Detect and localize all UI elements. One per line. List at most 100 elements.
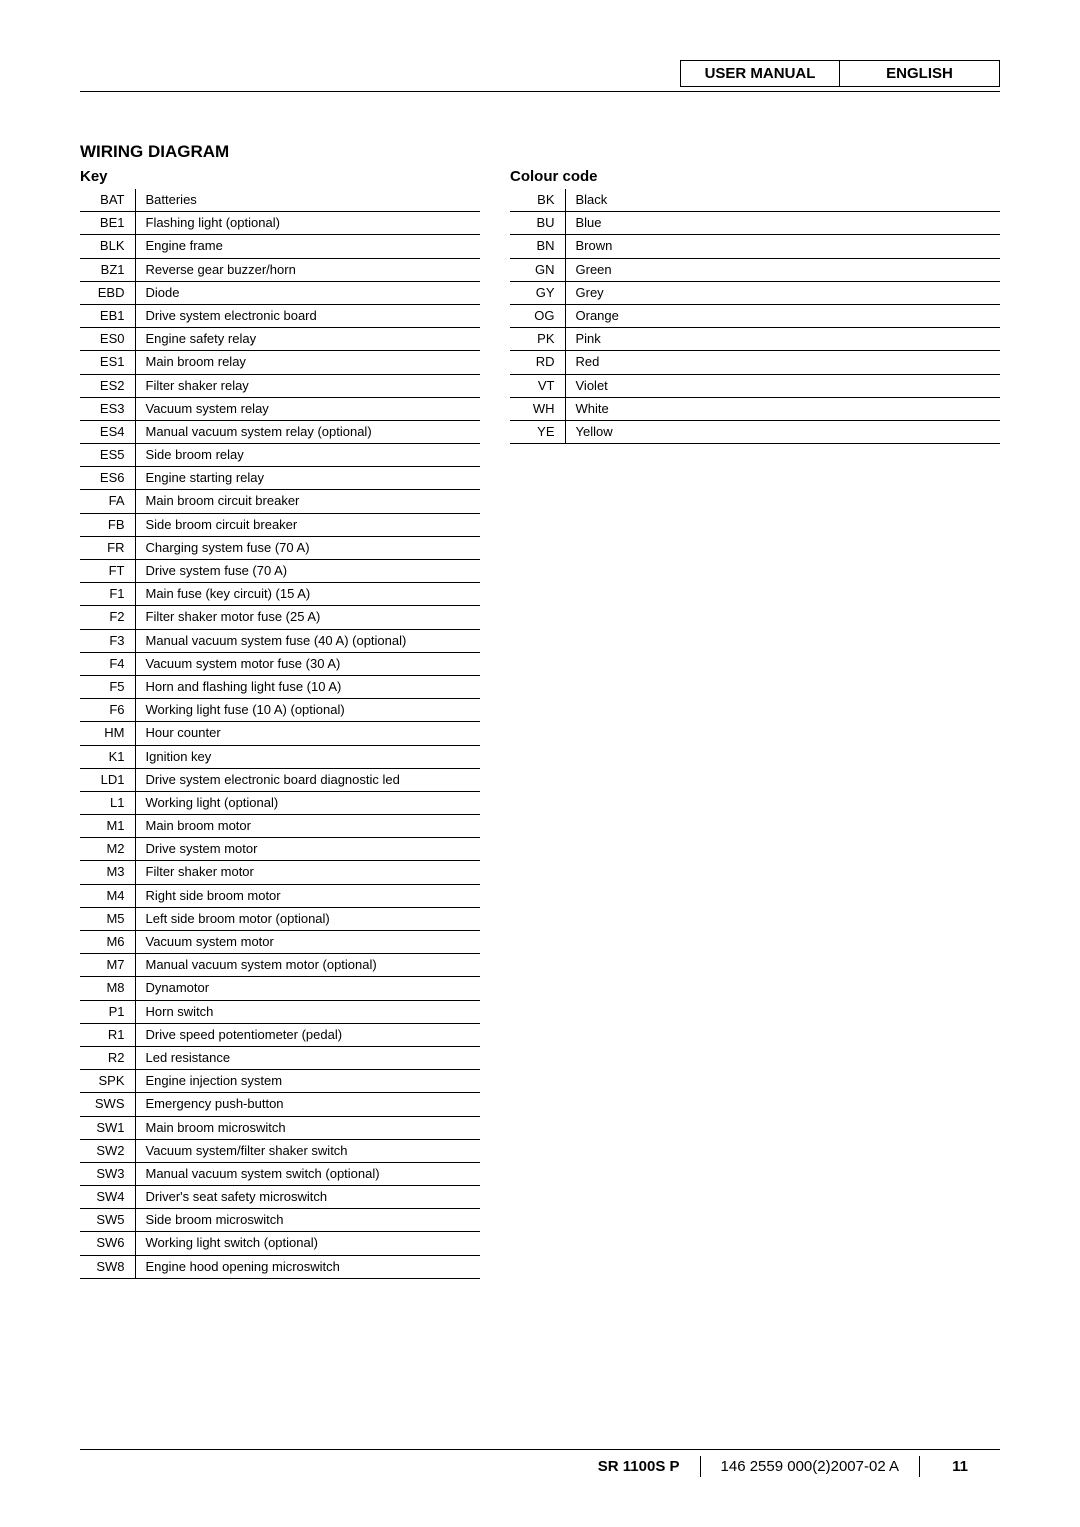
- row-desc: Black: [565, 189, 1000, 212]
- row-desc: Vacuum system motor: [135, 931, 480, 954]
- row-code: LD1: [80, 768, 135, 791]
- row-desc: Pink: [565, 328, 1000, 351]
- table-row: F3Manual vacuum system fuse (40 A) (opti…: [80, 629, 480, 652]
- row-desc: Engine starting relay: [135, 467, 480, 490]
- table-row: ES1Main broom relay: [80, 351, 480, 374]
- row-desc: Batteries: [135, 189, 480, 212]
- table-row: BLKEngine frame: [80, 235, 480, 258]
- table-row: ES0Engine safety relay: [80, 328, 480, 351]
- colour-title: Colour code: [510, 168, 1000, 185]
- row-code: M7: [80, 954, 135, 977]
- key-title: Key: [80, 168, 480, 185]
- table-row: EBDDiode: [80, 281, 480, 304]
- table-row: OGOrange: [510, 304, 1000, 327]
- row-desc: Driver's seat safety microswitch: [135, 1186, 480, 1209]
- table-row: BATBatteries: [80, 189, 480, 212]
- row-desc: Main fuse (key circuit) (15 A): [135, 583, 480, 606]
- table-row: M2Drive system motor: [80, 838, 480, 861]
- row-code: BU: [510, 212, 565, 235]
- row-desc: Drive system fuse (70 A): [135, 560, 480, 583]
- table-row: ES5Side broom relay: [80, 444, 480, 467]
- row-code: L1: [80, 791, 135, 814]
- row-desc: Vacuum system relay: [135, 397, 480, 420]
- row-code: F3: [80, 629, 135, 652]
- row-code: M1: [80, 815, 135, 838]
- table-row: F5Horn and flashing light fuse (10 A): [80, 675, 480, 698]
- row-code: BE1: [80, 212, 135, 235]
- table-row: FTDrive system fuse (70 A): [80, 560, 480, 583]
- row-code: F4: [80, 652, 135, 675]
- row-code: SW8: [80, 1255, 135, 1278]
- row-desc: Brown: [565, 235, 1000, 258]
- row-desc: Drive system motor: [135, 838, 480, 861]
- table-row: GNGreen: [510, 258, 1000, 281]
- row-code: SW6: [80, 1232, 135, 1255]
- table-row: LD1Drive system electronic board diagnos…: [80, 768, 480, 791]
- row-desc: Vacuum system/filter shaker switch: [135, 1139, 480, 1162]
- row-desc: Engine frame: [135, 235, 480, 258]
- row-desc: Manual vacuum system motor (optional): [135, 954, 480, 977]
- table-row: GYGrey: [510, 281, 1000, 304]
- row-code: YE: [510, 420, 565, 443]
- row-code: M3: [80, 861, 135, 884]
- row-code: FT: [80, 560, 135, 583]
- row-code: SW3: [80, 1162, 135, 1185]
- row-code: FA: [80, 490, 135, 513]
- row-code: WH: [510, 397, 565, 420]
- row-code: SW5: [80, 1209, 135, 1232]
- table-row: SW2Vacuum system/filter shaker switch: [80, 1139, 480, 1162]
- row-desc: Charging system fuse (70 A): [135, 536, 480, 559]
- row-desc: Engine safety relay: [135, 328, 480, 351]
- row-code: PK: [510, 328, 565, 351]
- row-code: BLK: [80, 235, 135, 258]
- row-desc: Drive system electronic board: [135, 304, 480, 327]
- row-code: R1: [80, 1023, 135, 1046]
- table-row: ES3Vacuum system relay: [80, 397, 480, 420]
- header-title: USER MANUAL: [680, 60, 840, 87]
- table-row: L1Working light (optional): [80, 791, 480, 814]
- table-row: FAMain broom circuit breaker: [80, 490, 480, 513]
- row-code: HM: [80, 722, 135, 745]
- row-desc: Ignition key: [135, 745, 480, 768]
- row-desc: Manual vacuum system switch (optional): [135, 1162, 480, 1185]
- row-desc: Drive system electronic board diagnostic…: [135, 768, 480, 791]
- footer-page: 11: [920, 1456, 1000, 1477]
- row-desc: Orange: [565, 304, 1000, 327]
- row-desc: Main broom microswitch: [135, 1116, 480, 1139]
- row-desc: Left side broom motor (optional): [135, 907, 480, 930]
- header-bar: USER MANUAL ENGLISH: [80, 60, 1000, 92]
- row-desc: Side broom circuit breaker: [135, 513, 480, 536]
- table-row: F2Filter shaker motor fuse (25 A): [80, 606, 480, 629]
- row-desc: Diode: [135, 281, 480, 304]
- row-code: FB: [80, 513, 135, 536]
- row-desc: Side broom microswitch: [135, 1209, 480, 1232]
- row-code: FR: [80, 536, 135, 559]
- section-title: WIRING DIAGRAM: [80, 142, 1000, 162]
- table-row: SW6Working light switch (optional): [80, 1232, 480, 1255]
- row-code: M4: [80, 884, 135, 907]
- row-code: EB1: [80, 304, 135, 327]
- table-row: M1Main broom motor: [80, 815, 480, 838]
- row-desc: Led resistance: [135, 1046, 480, 1069]
- table-row: BE1Flashing light (optional): [80, 212, 480, 235]
- row-desc: Manual vacuum system relay (optional): [135, 420, 480, 443]
- row-code: RD: [510, 351, 565, 374]
- row-desc: Working light (optional): [135, 791, 480, 814]
- table-row: M5Left side broom motor (optional): [80, 907, 480, 930]
- table-row: SW4Driver's seat safety microswitch: [80, 1186, 480, 1209]
- row-code: EBD: [80, 281, 135, 304]
- row-desc: Main broom relay: [135, 351, 480, 374]
- table-row: PKPink: [510, 328, 1000, 351]
- table-row: SPKEngine injection system: [80, 1070, 480, 1093]
- row-desc: Red: [565, 351, 1000, 374]
- table-row: F4Vacuum system motor fuse (30 A): [80, 652, 480, 675]
- table-row: YEYellow: [510, 420, 1000, 443]
- row-code: ES0: [80, 328, 135, 351]
- row-code: SW4: [80, 1186, 135, 1209]
- table-row: BZ1Reverse gear buzzer/horn: [80, 258, 480, 281]
- row-code: SW2: [80, 1139, 135, 1162]
- table-row: R1Drive speed potentiometer (pedal): [80, 1023, 480, 1046]
- row-desc: Horn switch: [135, 1000, 480, 1023]
- row-code: BZ1: [80, 258, 135, 281]
- row-code: ES4: [80, 420, 135, 443]
